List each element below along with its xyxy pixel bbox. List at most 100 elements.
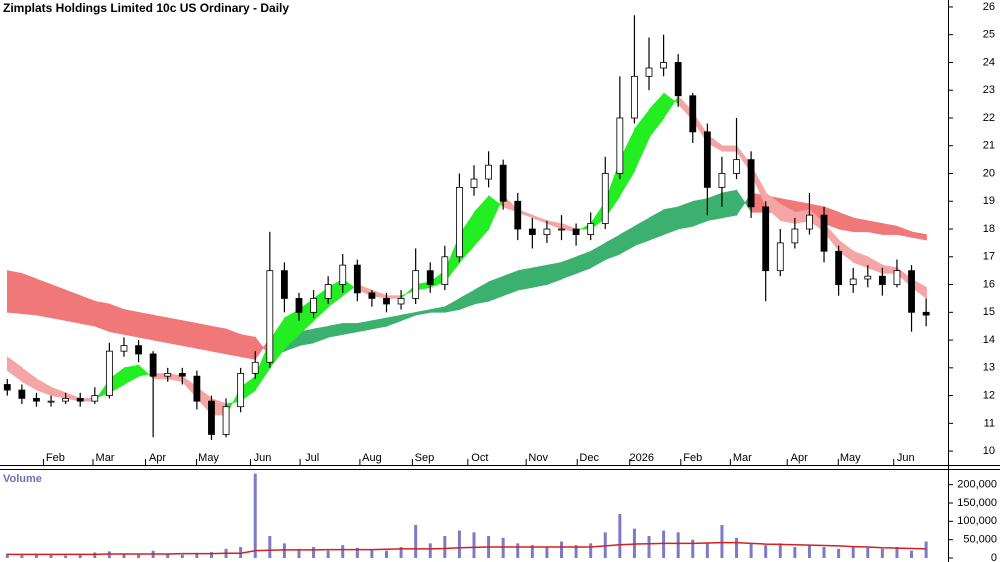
candle-body <box>572 228 580 235</box>
candle-body <box>426 270 434 285</box>
y-tick-label: 150,000 <box>957 497 997 509</box>
candle-body <box>791 228 799 244</box>
candle-body <box>295 298 303 313</box>
y-tick-label: 13 <box>983 362 995 374</box>
x-tick-label: Mar <box>733 452 752 464</box>
ribbon-segment <box>36 278 52 319</box>
chart-title: Zimplats Holdings Limited 10c US Ordinar… <box>3 1 289 15</box>
ribbon-segment <box>65 289 82 324</box>
candle-body <box>280 270 288 299</box>
candle-body <box>689 95 697 133</box>
ribbon-segment <box>867 220 884 235</box>
volume-bar <box>647 536 651 558</box>
x-tick-label: Sep <box>415 452 435 464</box>
volume-bar <box>676 532 680 558</box>
y-tick-label: 50,000 <box>963 534 997 546</box>
volume-bar <box>910 550 914 558</box>
candle-body <box>660 62 667 69</box>
candle-body <box>762 206 770 272</box>
volume-bar <box>253 473 257 558</box>
ribbon-segment <box>852 217 869 233</box>
ribbon-segment <box>911 231 927 241</box>
volume-bar <box>209 552 213 558</box>
volume-bar <box>764 545 768 558</box>
candle-body <box>703 131 711 188</box>
x-tick-label: Apr <box>149 452 166 464</box>
volume-bar <box>370 549 374 558</box>
candle-body <box>485 164 492 180</box>
volume-bar <box>705 543 709 558</box>
x-tick-label: Feb <box>46 452 65 464</box>
volume-bar <box>414 525 418 558</box>
volume-bar <box>749 543 753 558</box>
x-tick-label: Nov <box>528 452 548 464</box>
volume-bar <box>822 547 826 558</box>
y-tick-label: 16 <box>983 278 995 290</box>
candle-body <box>3 384 11 391</box>
y-tick-label: 19 <box>983 195 995 207</box>
volume-bar <box>122 553 126 558</box>
volume-bar <box>93 552 97 558</box>
volume-bar <box>895 547 899 558</box>
ribbon-segment <box>182 320 198 349</box>
y-tick-label: 21 <box>983 140 995 152</box>
volume-bar <box>34 554 38 558</box>
candle-body <box>47 400 55 403</box>
ribbon-segment <box>327 323 344 338</box>
volume-bar <box>341 545 345 558</box>
volume-bar <box>326 550 330 558</box>
candle-body <box>266 270 274 363</box>
volume-bar <box>837 548 841 558</box>
candle-body <box>324 284 332 299</box>
candle-body <box>237 372 245 408</box>
y-tick-label: 12 <box>983 390 995 402</box>
ribbon-segment <box>532 264 548 288</box>
candle-body <box>543 228 551 235</box>
volume-bar <box>924 541 928 558</box>
ribbon-segment <box>50 284 67 322</box>
candle-body <box>397 298 405 305</box>
candle-body <box>878 275 886 285</box>
ribbon-segment <box>240 334 257 360</box>
volume-bar <box>312 547 316 558</box>
candle-body <box>222 406 230 435</box>
candle-body <box>820 214 828 252</box>
volume-bar <box>618 514 622 558</box>
volume-bar <box>880 548 884 558</box>
candle-body <box>470 178 478 188</box>
volume-bar <box>691 539 695 558</box>
x-tick-label: Jul <box>305 452 319 464</box>
candle-body <box>776 242 784 272</box>
candle-body <box>587 223 595 235</box>
volume-bar <box>20 555 24 558</box>
volume-bar <box>778 543 782 558</box>
y-tick-label: 18 <box>983 223 995 235</box>
x-tick-label: May <box>840 452 861 464</box>
candle-body <box>499 164 507 202</box>
y-tick-label: 22 <box>983 112 995 124</box>
candle-body <box>631 75 638 119</box>
candle-body <box>806 214 813 230</box>
volume-bar <box>866 547 870 558</box>
ribbon-segment <box>619 128 636 197</box>
candle-body <box>62 397 70 402</box>
candle-body <box>864 275 872 280</box>
volume-bar <box>472 532 476 558</box>
ribbon-segment <box>721 145 738 152</box>
candle-body <box>135 345 142 355</box>
x-tick-label: Mar <box>96 452 115 464</box>
volume-bar <box>545 547 549 558</box>
volume-bar <box>793 547 797 558</box>
candle-body <box>105 350 113 396</box>
volume-bar <box>662 530 666 558</box>
candle-body <box>747 159 755 208</box>
ribbon-segment <box>211 325 227 355</box>
y-tick-label: 26 <box>983 1 995 13</box>
ribbon-segment <box>94 300 111 333</box>
y-tick-label: 14 <box>983 334 995 346</box>
candle-body <box>718 173 726 188</box>
volume-bar <box>807 545 811 558</box>
volume-bar <box>735 537 739 558</box>
